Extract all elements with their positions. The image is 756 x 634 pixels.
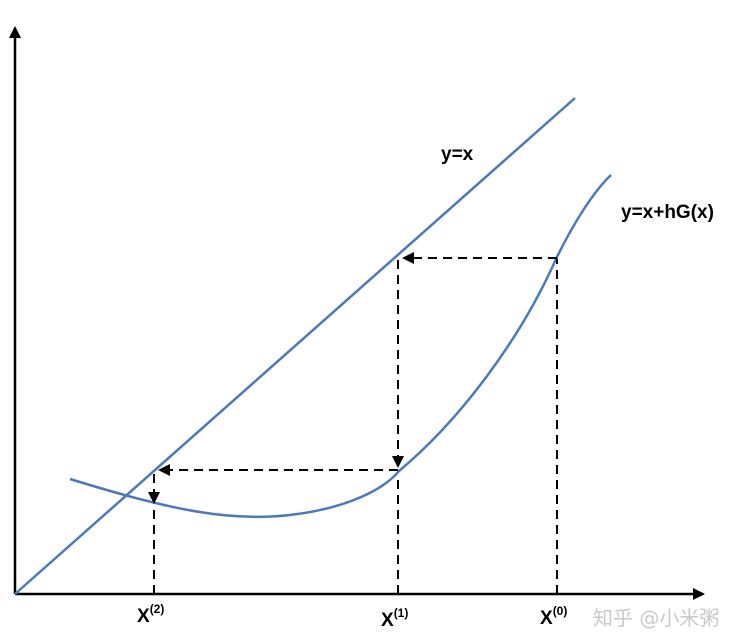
iteration-curve <box>69 174 612 519</box>
tick-label-x1: X(1) <box>381 606 408 631</box>
tick-sup-x0: (0) <box>553 604 568 618</box>
identity-line-label: y=x <box>441 144 474 165</box>
watermark: 知乎 @小米粥 <box>593 606 719 630</box>
tick-base-x1: X <box>381 610 394 631</box>
tick-label-x0: X(0) <box>540 604 567 629</box>
tick-base-x2: X <box>137 606 150 627</box>
identity-line <box>14 97 576 595</box>
tick-base-x0: X <box>540 608 553 629</box>
iteration-curve-label: y=x+hG(x) <box>621 202 714 223</box>
tick-sup-x2: (2) <box>150 602 165 616</box>
tick-label-x2: X(2) <box>137 602 164 627</box>
tick-sup-x1: (1) <box>394 606 409 620</box>
